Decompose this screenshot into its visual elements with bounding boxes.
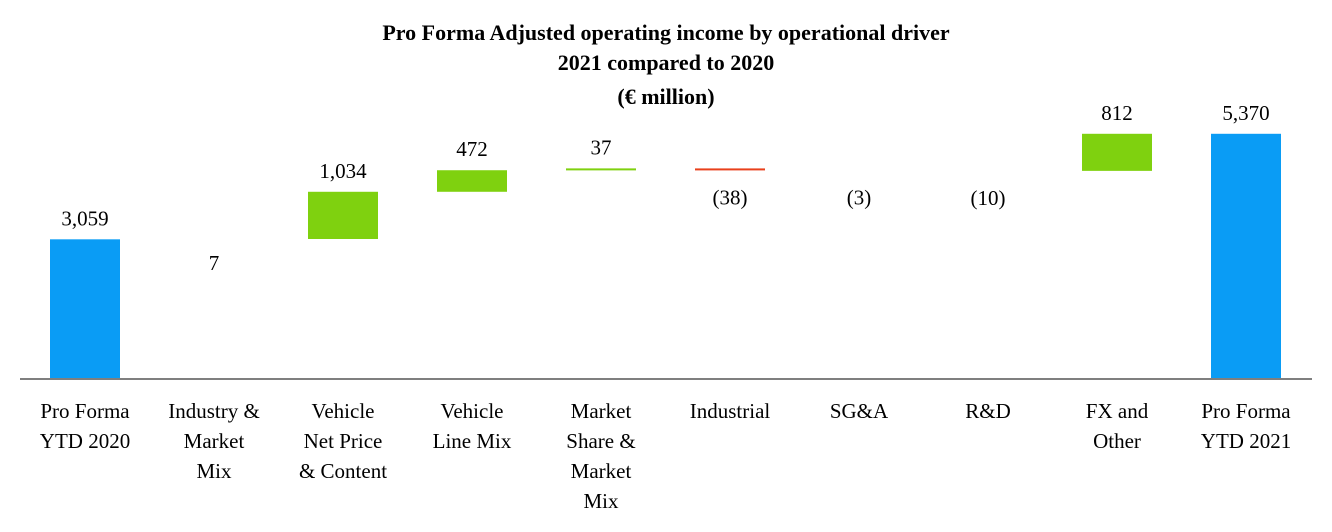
bar-1 — [50, 239, 120, 379]
x-tick-label-2-line-1: Industry & — [168, 399, 260, 423]
bar-3 — [308, 191, 378, 239]
x-tick-label-5-line-2: Share & — [566, 429, 635, 453]
x-tick-label-1-line-1: Pro Forma — [40, 399, 130, 423]
bar-4 — [437, 170, 507, 192]
x-tick-label-10-line-2: YTD 2021 — [1201, 429, 1291, 453]
x-tick-label-3-line-3: & Content — [299, 459, 387, 483]
data-label-3: 1,034 — [319, 159, 367, 183]
data-label-5: 37 — [591, 135, 612, 159]
data-label-10: 5,370 — [1222, 101, 1269, 125]
x-tick-label-3-line-2: Net Price — [304, 429, 383, 453]
x-tick-label-8-line-1: R&D — [965, 399, 1011, 423]
x-tick-label-9-line-2: Other — [1093, 429, 1141, 453]
data-label-8: (10) — [971, 186, 1006, 210]
x-tick-label-4-line-1: Vehicle — [441, 399, 504, 423]
x-tick-label-4-line-2: Line Mix — [433, 429, 512, 453]
chart-marks: 3,059 Pro Forma YTD 2020 7 Industry & Market M… — [40, 101, 1292, 513]
bar-6 — [695, 168, 765, 171]
data-label-7: (3) — [847, 185, 872, 209]
x-tick-label-10-line-1: Pro Forma — [1201, 399, 1291, 423]
x-tick-label-6-line-1: Industrial — [690, 399, 771, 423]
bar-9 — [1082, 133, 1152, 171]
x-tick-label-5-line-4: Mix — [583, 489, 619, 513]
data-label-9: 812 — [1101, 101, 1133, 125]
x-tick-label-1-line-2: YTD 2020 — [40, 429, 130, 453]
data-label-4: 472 — [456, 137, 488, 161]
x-tick-label-7-line-1: SG&A — [830, 399, 889, 423]
chart-title-line-2: 2021 compared to 2020 — [558, 50, 775, 75]
bar-5 — [566, 168, 636, 171]
x-tick-label-2-line-3: Mix — [196, 459, 232, 483]
chart-title-line-1: Pro Forma Adjusted operating income by o… — [382, 20, 949, 45]
chart-title-line-3: (€ million) — [617, 84, 714, 109]
bar-10 — [1211, 133, 1281, 379]
data-label-2: 7 — [209, 251, 220, 275]
x-tick-label-5-line-1: Market — [571, 399, 632, 423]
x-tick-label-9-line-1: FX and — [1086, 399, 1149, 423]
data-label-1: 3,059 — [61, 206, 108, 230]
x-tick-label-5-line-3: Market — [571, 459, 632, 483]
data-label-6: (38) — [713, 185, 748, 209]
x-tick-label-2-line-2: Market — [184, 429, 245, 453]
x-tick-label-3-line-1: Vehicle — [312, 399, 375, 423]
